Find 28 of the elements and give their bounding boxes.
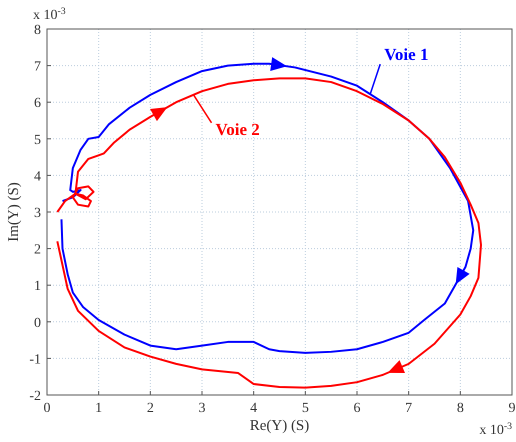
line-series [56, 77, 482, 389]
y-tick-label: 3 [34, 206, 41, 221]
x-tick-label: 0 [44, 401, 50, 416]
x-tick-label: 9 [508, 401, 516, 416]
y-axis-title: Im(Y) (S) [6, 182, 22, 242]
x-tick-label: 4 [250, 401, 258, 416]
x-tick-label: 7 [405, 401, 412, 416]
x-axis-title: Re(Y) (S) [250, 418, 310, 434]
y-tick-label: -1 [29, 352, 41, 368]
y-tick-label: 4 [34, 169, 41, 184]
y-tick-label: 1 [34, 279, 41, 294]
x-tick-label: 5 [302, 401, 309, 416]
x-tick-label: 3 [198, 401, 206, 416]
x-tick-label: 6 [354, 401, 360, 416]
x-tick-label: 2 [146, 401, 154, 416]
legend-label: Voie 2 [216, 120, 260, 139]
y-tick-label: 5 [34, 132, 41, 148]
text: x 10$^{-3}$ [479, 420, 512, 438]
text: x 10$^{-3}$ [33, 6, 66, 23]
y-tick-label: 2 [34, 242, 41, 258]
y-tick-label: 0 [34, 316, 41, 331]
x-tick-label: 1 [95, 401, 102, 416]
y-tick-label: 6 [34, 96, 41, 112]
y-tick-label: -2 [29, 389, 41, 404]
series-label: Voie 1 [384, 45, 428, 64]
y-tick-label: 8 [34, 23, 41, 38]
y-tick-label: 7 [34, 60, 41, 75]
x-tick-label: 8 [456, 401, 464, 416]
